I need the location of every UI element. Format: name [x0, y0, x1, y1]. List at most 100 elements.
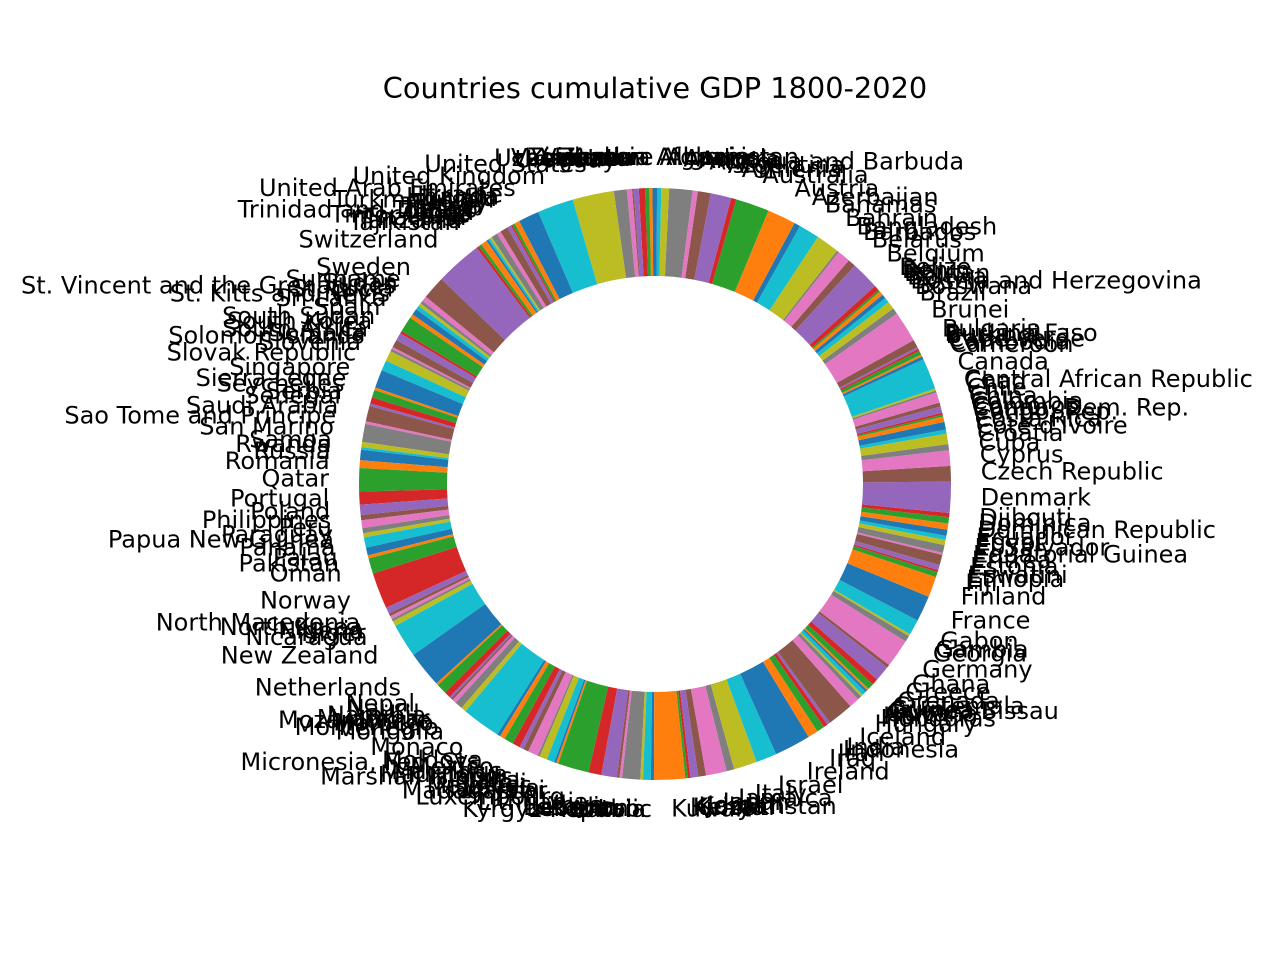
pie-slice	[842, 354, 923, 395]
slice-label: Marshall Islands	[320, 762, 513, 790]
pie-slice	[546, 677, 585, 763]
pie-slice	[784, 251, 849, 327]
slice-label: China	[969, 381, 1038, 409]
slice-label: Algeria	[666, 143, 750, 171]
pie-slice	[856, 412, 943, 436]
slice-label: Afghanistan	[656, 143, 799, 171]
slice-label: Saudi Arabia	[186, 391, 338, 419]
pie-slice	[685, 191, 711, 280]
slice-label: Kiribati	[690, 793, 775, 821]
slice-label: Rwanda	[235, 430, 331, 458]
pie-slice	[392, 580, 473, 627]
slice-label: Estonia	[970, 553, 1058, 581]
pie-slice	[847, 549, 936, 597]
slice-label: Samoa	[249, 426, 332, 454]
pie-slice	[819, 594, 906, 666]
pie-slice	[359, 489, 448, 505]
pie-slice	[685, 688, 707, 777]
pie-slice	[814, 294, 886, 354]
pie-slice	[500, 661, 550, 739]
pie-slice	[854, 540, 940, 571]
pie-slice	[842, 356, 924, 397]
pie-slice	[852, 545, 938, 578]
pie-slice	[792, 635, 859, 707]
pie-slice	[365, 405, 455, 440]
slice-label: Venezuela	[511, 144, 634, 172]
slice-label: Georgia	[933, 639, 1027, 667]
slice-label: Portugal	[230, 485, 329, 513]
pie-slice	[769, 236, 838, 321]
slice-label: Jamaica	[736, 784, 832, 812]
slice-label: Netherlands	[255, 673, 401, 701]
pie-slice	[538, 199, 598, 293]
slice-label: Brunei	[931, 296, 1009, 324]
slice-label: Luxembourg	[415, 782, 565, 810]
slice-label: United States	[424, 150, 587, 178]
slice-label: Belarus	[872, 226, 962, 254]
slice-label: Djibouti	[979, 503, 1072, 531]
pie-slice	[451, 634, 513, 700]
slice-label: Zimbabwe	[527, 143, 653, 171]
pie-slice	[808, 621, 878, 685]
slice-label: Palau	[273, 543, 338, 571]
pie-slice	[401, 317, 483, 377]
slice-label: Togo	[416, 199, 472, 227]
pie-slice	[512, 666, 560, 748]
pie-slice	[491, 233, 544, 311]
pie-slice	[854, 402, 941, 430]
slice-label: India	[846, 733, 905, 761]
slice-label: Costa Rica	[975, 405, 1102, 433]
slice-label: El Salvador	[975, 534, 1110, 562]
slice-label: Qatar	[261, 464, 329, 492]
pie-slice	[652, 188, 655, 277]
slice-label: Fiji	[965, 569, 997, 597]
slice-label: Bahamas	[825, 191, 937, 219]
pie-slice	[773, 653, 828, 727]
pie-slice	[861, 450, 951, 472]
pie-slice	[504, 663, 556, 744]
slice-label: Congo, Dem. Rep.	[972, 394, 1189, 422]
pie-slice	[840, 350, 922, 394]
pie-slice	[481, 240, 537, 316]
slice-label: Papua New Guinea	[108, 526, 334, 554]
slice-label: United Arab Emirates	[259, 174, 516, 202]
slice-label: Guinea-Bissau	[888, 697, 1059, 725]
slice-label: Monaco	[370, 733, 463, 761]
pie-slice	[441, 247, 530, 341]
slice-label: Iraq	[829, 745, 876, 773]
slice-label: Burundi	[946, 321, 1040, 349]
slice-label: Niger	[301, 619, 366, 647]
pie-slice	[616, 690, 630, 778]
pie-slice	[839, 563, 929, 621]
slice-label: Kyrgyz Republic	[462, 795, 652, 823]
pie-slice	[390, 348, 470, 391]
slice-label: Cyprus	[980, 440, 1064, 468]
pie-slice	[410, 314, 485, 368]
slice-label: Sri Lanka	[276, 284, 387, 312]
pie-slice	[777, 640, 851, 723]
pie-slice	[528, 671, 573, 756]
slice-label: Albania	[660, 143, 750, 171]
slice-label: Peru	[279, 513, 332, 541]
pie-slice	[640, 691, 647, 780]
slice-label: Eswatini	[968, 561, 1068, 589]
pie-slice	[834, 579, 918, 635]
slice-label: Ghana	[912, 670, 990, 698]
slice-label: Tajikistan	[348, 208, 460, 236]
slice-label: Russia	[253, 437, 330, 465]
pie-slice	[374, 387, 459, 418]
slice-label: Austria	[794, 174, 879, 202]
pie-slice	[391, 578, 471, 622]
pie-slice	[812, 289, 880, 349]
slice-label: Suriname	[286, 265, 401, 293]
pie-slice	[734, 210, 795, 301]
pie-slice	[361, 441, 450, 459]
pie-slice	[705, 684, 735, 772]
slice-label: Iceland	[859, 723, 946, 751]
slice-label: Azerbaijan	[812, 183, 939, 211]
pie-slice	[816, 297, 889, 357]
slice-label: Sierra Leone	[196, 364, 347, 392]
pie-slice	[638, 188, 648, 277]
pie-slice	[392, 340, 474, 388]
slice-label: Ukraine	[410, 181, 503, 209]
